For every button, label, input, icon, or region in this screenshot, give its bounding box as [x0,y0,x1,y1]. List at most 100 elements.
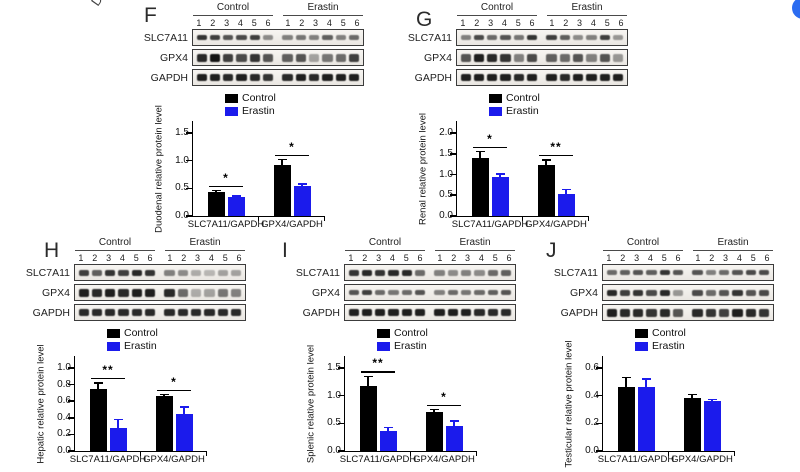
protein-band [191,309,202,316]
lane-number: 1 [285,18,291,28]
lane-number: 5 [750,253,756,263]
lane-number: 2 [451,253,457,263]
error-bar-cap [159,393,169,396]
protein-band [388,309,399,316]
lane-number: 4 [478,253,484,263]
group-label-control: Control [193,2,273,16]
protein-band [282,35,293,40]
y-tick-label: 0.4 [57,411,71,423]
protein-band [217,309,229,316]
bar-erastin [293,186,311,216]
protein-band [500,35,511,40]
error-bar [453,421,455,426]
blot-row: GPX4 [130,49,370,66]
legend-label: Erastin [124,340,157,352]
protein-band [249,53,261,62]
group-label-control: Control [75,237,155,251]
significance-stars: ** [102,362,114,377]
protein-band [447,309,459,316]
bar-erastin [445,425,463,451]
group-label-control: Control [603,237,683,251]
blot-band-box [344,284,516,301]
lane-number: 6 [675,253,681,263]
protein-band [573,74,584,81]
lane-number: 6 [529,18,535,28]
protein-band [322,74,333,81]
protein-band [474,290,485,295]
protein-band [659,270,671,275]
protein-band [487,35,498,40]
legend-label: Erastin [242,105,275,117]
chart-legend: Control Erastin [377,327,522,353]
protein-band [759,270,770,275]
y-tick-label: 1.5 [439,147,453,159]
y-tick [596,367,603,369]
western-blot: Control Erastin 1 2 3 4 5 6 1 2 3 4 5 6 SLC7A11 GPX4 GAP… [394,2,634,86]
protein-band [335,53,347,62]
lane-number: 6 [506,253,512,263]
treatment-group-labels: Control Erastin [74,237,246,252]
y-axis-label: Duodenal relative protein level [152,105,166,233]
protein-band [223,53,234,62]
bar-erastin [379,431,397,451]
error-bar-cap [93,382,103,384]
protein-label: GPX4 [159,51,188,64]
lane-number: 2 [620,253,626,263]
bar-control [617,387,635,451]
y-tick-label: 0.6 [57,395,71,407]
protein-band [223,74,234,81]
protein-band [105,288,116,297]
legend-swatch [225,94,238,103]
protein-band [322,53,333,62]
group-label-control: Control [345,237,425,251]
group-label-erastin: Erastin [283,2,363,16]
significance-line [361,371,395,373]
lane-number: 1 [437,253,443,263]
lane-number: 3 [488,18,494,28]
error-bar [301,183,303,187]
error-bar [545,159,547,165]
protein-band [196,53,207,62]
protein-band [415,290,426,295]
y-axis-label-text: Testicular relative protein level [563,340,575,468]
legend-swatch [107,329,120,338]
lane-number: 4 [590,18,596,28]
group-label-erastin: Erastin [435,237,515,251]
y-axis-label: Testicular relative protein level [562,340,576,467]
y-tick-label: 0.0 [585,445,599,456]
protein-band [131,269,143,276]
chart-body: Testicular relative protein level 0.0 0.2 0… [562,340,780,468]
blot-header: Control Erastin 1 2 3 4 5 6 1 2 3 4 5 6 [602,237,774,264]
error-bar [625,377,627,388]
lane-number: 2 [709,253,715,263]
protein-band [415,309,426,316]
bar-erastin [703,401,721,451]
chart-legend: Control Erastin [107,327,252,353]
plot-area: ** SLC7A11/GAPDH * GPX4/GAPDH [338,356,478,465]
legend-item-erastin: Erastin [107,340,252,353]
chart-body: Hepatic relative protein level 0.0 0.2 0.4 0… [34,344,252,465]
protein-band [487,290,499,295]
x-category-label: SLC7A11/GAPDH [451,219,529,230]
protein-band [401,269,413,276]
protein-band [501,290,512,295]
protein-band [105,309,116,316]
blot-band-box [456,49,628,66]
bar-control [471,157,489,216]
protein-band [692,308,703,317]
protein-band [388,269,399,276]
protein-band [231,309,242,316]
legend-label: Erastin [394,340,427,352]
protein-band [487,53,498,62]
protein-band [501,269,512,276]
chart-body: Renal relative protein level 0.0 0.5 1.0 1.5… [416,113,634,230]
protein-band [177,269,189,276]
western-blot: Control Erastin 1 2 3 4 5 6 1 2 3 4 5 6 SLC7A11 GPX4 GAP… [130,2,370,86]
error-bar [387,427,389,432]
protein-band [473,35,485,40]
protein-band [263,53,274,62]
y-tick [338,367,345,369]
protein-band [309,35,320,40]
lane-number: 3 [106,253,112,263]
